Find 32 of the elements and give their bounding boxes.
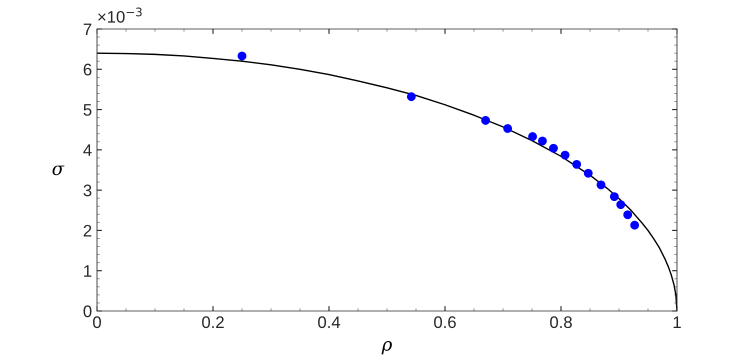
point: [528, 132, 537, 141]
point: [538, 136, 547, 146]
point: [481, 116, 490, 125]
point: [616, 200, 626, 210]
x-tick-label: 0.2: [202, 316, 224, 328]
point: [610, 192, 619, 201]
y-tick-label: 2: [84, 224, 92, 236]
point: [596, 180, 606, 190]
x-axis-title: ρ: [382, 341, 392, 354]
y-tick-label: 0: [84, 305, 92, 318]
x-tick-label: 0.8: [550, 316, 572, 328]
point: [572, 160, 582, 169]
point: [549, 144, 558, 153]
y-tick-label: 5: [84, 104, 92, 116]
y-tick-label: 3: [84, 184, 92, 196]
point: [560, 150, 570, 160]
point: [623, 210, 632, 220]
x-tick-label: 1: [674, 316, 681, 328]
point: [584, 168, 593, 178]
y-axis-title: σ: [52, 166, 64, 176]
x-tick-label: 0.4: [318, 316, 340, 328]
point: [503, 124, 512, 133]
y-tick-label: 7: [84, 24, 92, 36]
x-tick-label: 0: [93, 316, 101, 328]
text: ×10$^{−3}$: [98, 8, 142, 23]
y-tick-label: 1: [84, 265, 92, 277]
point: [238, 52, 246, 60]
point: [630, 220, 640, 230]
y-tick-label: 6: [84, 64, 92, 76]
x-tick-label: 0.6: [434, 316, 456, 328]
y-tick-label: 4: [83, 144, 92, 156]
point: [406, 92, 416, 102]
